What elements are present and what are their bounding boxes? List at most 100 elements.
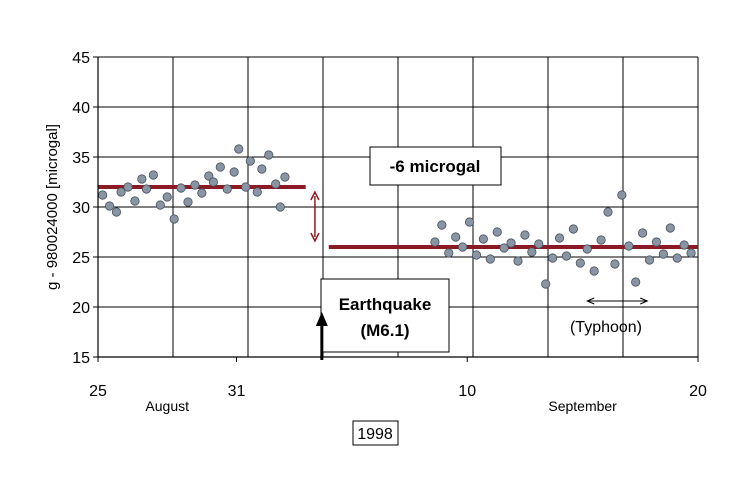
data-point (245, 156, 255, 166)
data-point (492, 227, 502, 237)
data-point (148, 170, 158, 180)
data-point (437, 220, 447, 230)
data-point (541, 279, 551, 289)
data-point (665, 223, 675, 233)
data-point (130, 196, 140, 206)
data-point (589, 266, 599, 276)
month-label: August (145, 398, 189, 414)
year-label-box (352, 420, 399, 446)
data-point (499, 243, 509, 253)
data-point (471, 250, 482, 260)
data-point (241, 182, 251, 192)
data-point (141, 184, 152, 194)
data-point (617, 190, 627, 200)
data-point (534, 239, 544, 249)
typhoon-label: (Typhoon) (570, 319, 642, 336)
y-tick-label: 20 (72, 300, 90, 317)
data-point (183, 197, 193, 207)
axis-labels: g - 980024000 [microgal] 1998 15 20 25 30 35… (44, 50, 707, 446)
data-point (575, 258, 585, 268)
data-point (638, 228, 648, 238)
data-point (190, 180, 200, 190)
data-point (596, 235, 606, 245)
data-point (116, 187, 126, 197)
data-point (162, 192, 172, 202)
data-point (234, 144, 244, 154)
data-point (176, 183, 186, 193)
data-point (123, 182, 133, 192)
offset-label-box (369, 146, 502, 186)
data-point (257, 164, 267, 174)
mean-lines (98, 185, 698, 249)
month-label: September (548, 398, 617, 414)
data-point (155, 200, 165, 210)
y-tick-label: 25 (72, 250, 90, 267)
data-point (603, 207, 613, 217)
axes (93, 56, 699, 362)
data-point (215, 162, 225, 172)
data-point (111, 207, 122, 217)
y-tick-label: 45 (72, 50, 90, 67)
data-point (229, 167, 239, 177)
data-point (624, 241, 634, 251)
data-point (169, 214, 179, 224)
data-point (464, 217, 475, 227)
typhoon-arrow-right (640, 297, 649, 305)
data-point (208, 177, 218, 187)
y-tick-label: 40 (72, 100, 90, 117)
y-tick-label: 30 (72, 200, 90, 217)
data-point (631, 277, 641, 287)
y-tick-label: 15 (72, 350, 90, 367)
annotations: -6 microgal Earthquake (M6.1) (Typhoon) (310, 146, 649, 360)
data-point (548, 253, 558, 263)
data-point (568, 224, 578, 234)
data-point (513, 256, 523, 266)
typhoon-arrow-left (585, 297, 595, 305)
y-axis-label: g - 980024000 [microgal] (44, 124, 61, 290)
data-point (271, 179, 281, 189)
x-tick-label: 31 (228, 383, 246, 400)
offset-arrow-head-down (310, 232, 320, 243)
data-point (252, 187, 262, 197)
data-point (204, 171, 214, 181)
x-tick-label: 25 (89, 383, 107, 400)
data-point (644, 255, 655, 265)
data-point (478, 234, 488, 244)
data-point (610, 259, 620, 269)
data-point (264, 150, 274, 160)
data-point (275, 202, 285, 212)
offset-label: -6 microgal (390, 157, 481, 176)
data-point (686, 248, 696, 258)
y-tick-label: 35 (72, 150, 90, 167)
data-point (458, 242, 468, 252)
data-point (485, 254, 495, 264)
data-point (197, 188, 207, 198)
data-point (444, 248, 454, 258)
x-tick-label: 10 (458, 383, 476, 400)
data-point (520, 230, 530, 240)
data-point (430, 237, 440, 247)
data-point (280, 172, 290, 182)
offset-arrow-head-up (310, 190, 320, 201)
data-point (679, 240, 689, 250)
data-point (527, 247, 537, 257)
data-point (582, 244, 592, 254)
data-point (451, 232, 461, 242)
data-point (561, 251, 572, 261)
data-point (506, 238, 516, 248)
data-point (104, 201, 115, 211)
earthquake-label-box (320, 278, 450, 353)
earthquake-arrow-head (315, 312, 328, 326)
earthquake-label-line2: (M6.1) (360, 321, 409, 340)
data-point (651, 237, 662, 247)
year-label: 1998 (357, 426, 393, 443)
x-tick-label: 20 (689, 383, 707, 400)
data-point (672, 253, 682, 263)
data-point (98, 190, 108, 200)
data-point (554, 233, 565, 243)
data-point (658, 249, 668, 259)
earthquake-label-line1: Earthquake (339, 295, 432, 314)
data-point (137, 174, 147, 184)
data-point (222, 184, 232, 194)
